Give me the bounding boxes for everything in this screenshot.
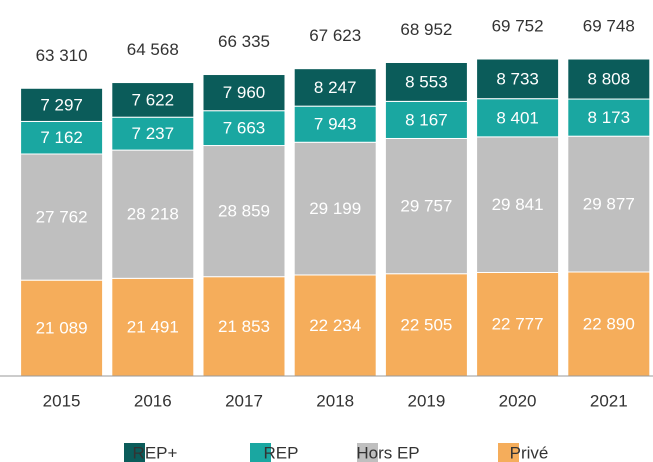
- x-tick-label: 2016: [134, 391, 172, 410]
- total-label: 66 335: [218, 32, 270, 51]
- bar-segment: [202, 110, 286, 147]
- value-label: 7 622: [132, 90, 175, 109]
- value-label: 29 841: [492, 195, 544, 214]
- bar-segment: [293, 274, 377, 377]
- value-label: 8 401: [496, 108, 539, 127]
- x-tick-label: 2021: [590, 391, 628, 410]
- total-label: 69 748: [583, 17, 635, 36]
- value-label: 29 757: [400, 197, 452, 216]
- value-label: 22 234: [309, 316, 361, 335]
- bar-segment: [567, 135, 651, 273]
- bar-segment: [20, 279, 104, 377]
- value-label: 21 089: [36, 319, 88, 338]
- bar-segment: [567, 58, 651, 100]
- x-tick-label: 2018: [316, 391, 354, 410]
- bar-segment: [384, 273, 468, 377]
- value-label: 29 199: [309, 199, 361, 218]
- value-label: 7 943: [314, 115, 357, 134]
- value-label: 28 859: [218, 202, 270, 221]
- bar-segment: [476, 271, 560, 377]
- bar-segment: [567, 98, 651, 137]
- value-label: 7 663: [223, 119, 266, 138]
- x-tick-label: 2020: [499, 391, 537, 410]
- value-label: 28 218: [127, 205, 179, 224]
- value-label: 8 808: [588, 70, 631, 89]
- x-tick-label: 2019: [407, 391, 445, 410]
- value-label: 29 877: [583, 195, 635, 214]
- bar-segment: [111, 277, 195, 377]
- value-label: 8 173: [588, 108, 631, 127]
- value-label: 22 890: [583, 314, 635, 333]
- bar-segment: [384, 61, 468, 102]
- value-label: 7 297: [40, 95, 83, 114]
- x-tick-label: 2017: [225, 391, 263, 410]
- bar-segment: [111, 82, 195, 118]
- value-label: 7 237: [132, 124, 175, 143]
- value-label: 7 960: [223, 83, 266, 102]
- value-label: 27 762: [36, 208, 88, 227]
- value-label: 8 167: [405, 110, 448, 129]
- bar-segment: [202, 145, 286, 278]
- bar-segment: [293, 105, 377, 143]
- legend-swatch: [498, 443, 519, 462]
- total-label: 67 623: [309, 26, 361, 45]
- legend-label: REP+: [133, 443, 178, 462]
- value-label: 22 777: [492, 315, 544, 334]
- total-label: 68 952: [400, 20, 452, 39]
- value-label: 8 247: [314, 78, 357, 97]
- bar-segment: [384, 100, 468, 139]
- legend-label: REP: [264, 443, 299, 462]
- bar-segment: [384, 137, 468, 275]
- bar-segment: [476, 98, 560, 138]
- bar-segment: [202, 74, 286, 112]
- value-label: 21 491: [127, 318, 179, 337]
- x-tick-label: 2015: [43, 391, 81, 410]
- bar-segment: [111, 116, 195, 151]
- bar-segment: [567, 271, 651, 377]
- total-label: 64 568: [127, 40, 179, 59]
- value-label: 8 733: [496, 69, 539, 88]
- legend-swatch: [124, 443, 145, 462]
- total-label: 63 310: [36, 46, 88, 65]
- bar-segment: [111, 149, 195, 279]
- legend-label: Hors EP: [356, 443, 419, 462]
- value-label: 21 853: [218, 317, 270, 336]
- legend-swatch: [250, 443, 271, 462]
- legend-swatch: [357, 443, 378, 462]
- value-label: 22 505: [400, 315, 452, 334]
- value-label: 7 162: [40, 128, 83, 147]
- legend-label: Privé: [510, 443, 549, 462]
- bar-segment: [20, 153, 104, 281]
- bar-segment: [476, 58, 560, 100]
- bar-segment: [293, 68, 377, 107]
- total-label: 69 752: [492, 16, 544, 35]
- value-label: 8 553: [405, 72, 448, 91]
- bar-segment: [20, 87, 104, 122]
